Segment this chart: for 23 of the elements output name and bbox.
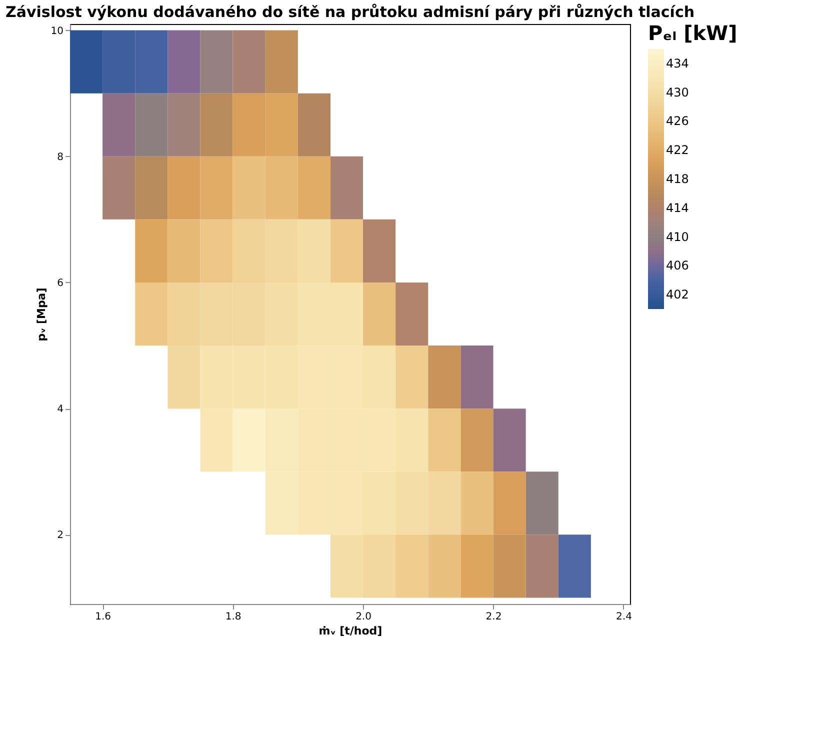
y-tick-label: 10 (50, 26, 64, 37)
color-bar-label: 426 (666, 114, 689, 128)
x-tick-label: 2.4 (616, 612, 632, 622)
y-tick-label: 8 (57, 152, 64, 163)
color-bar-label: 430 (666, 85, 689, 100)
color-bar-label: 410 (666, 230, 689, 244)
color-bar-label: 414 (666, 200, 689, 215)
x-tick-label: 1.8 (225, 612, 242, 622)
chart-title: Závislost výkonu dodávaného do sítě na průtoku admisní páry při různých tlacích (5, 3, 695, 21)
y-axis-title: pᵥ [Mpa] (34, 288, 48, 342)
color-bar-label: 422 (666, 143, 689, 158)
x-tick-label: 2.2 (486, 612, 502, 622)
color-bar-label: 406 (666, 258, 689, 273)
color-bar-label: 418 (666, 172, 689, 186)
y-tick-label: 6 (57, 278, 64, 289)
color-bar-label: 402 (666, 288, 689, 302)
color-bar-label: 434 (666, 56, 689, 70)
y-tick-label: 4 (57, 404, 64, 416)
y-tick-label: 2 (57, 530, 64, 542)
x-tick-label: 1.6 (95, 612, 112, 622)
color-bar-title: Pₑₗ [kW] (648, 21, 738, 45)
x-axis-title: ṁᵥ [t/hod] (318, 624, 382, 638)
x-tick-label: 2.0 (356, 612, 372, 622)
